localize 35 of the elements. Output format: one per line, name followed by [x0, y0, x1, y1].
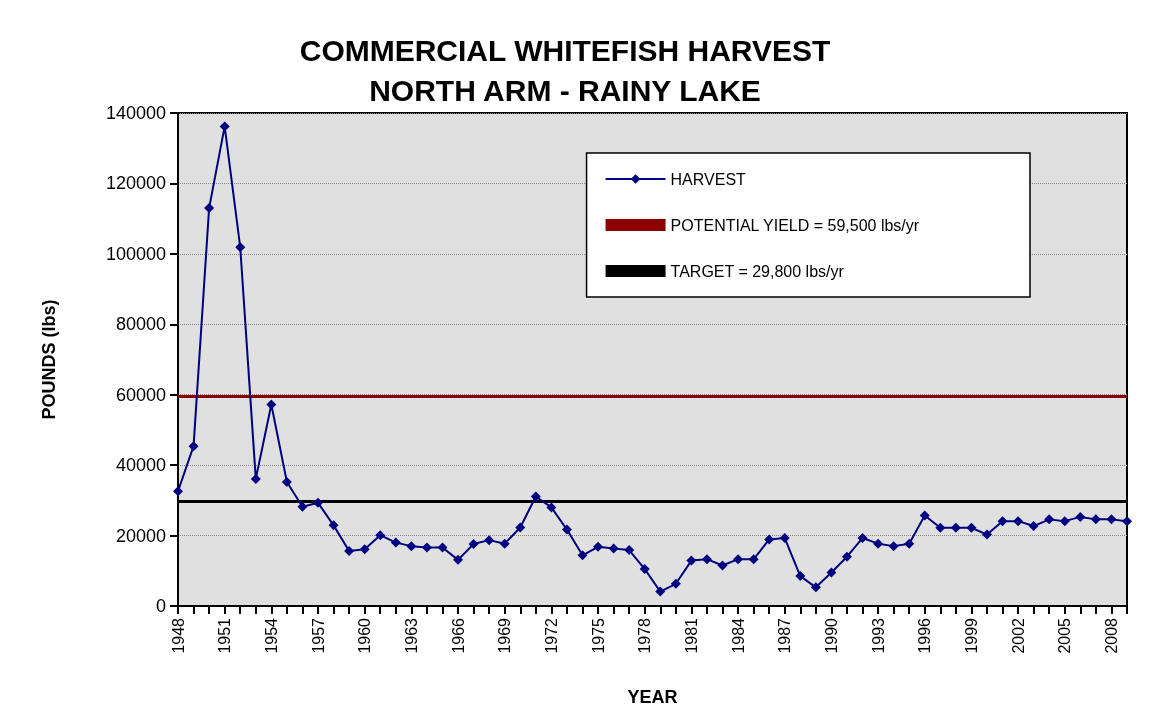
x-tick-label: 1990 — [822, 617, 840, 654]
x-tick-label: 1951 — [216, 617, 234, 654]
x-tick-label: 1978 — [636, 617, 654, 654]
x-axis-title: YEAR — [627, 687, 678, 707]
x-tick-label: 1969 — [496, 617, 514, 654]
x-tick-label: 1981 — [682, 617, 700, 654]
y-tick-label: 80000 — [115, 314, 166, 335]
x-tick-label: 1975 — [589, 617, 607, 654]
y-tick-label: 60000 — [115, 384, 166, 405]
x-tick-label: 1960 — [356, 617, 374, 654]
x-tick-label: 1957 — [309, 617, 327, 654]
x-tick-label: 1963 — [402, 617, 420, 654]
y-axis-title: POUNDS (lbs) — [39, 299, 59, 420]
legend-label: HARVEST — [670, 170, 747, 188]
x-tick-label: 1987 — [776, 617, 794, 654]
x-tick-label: 2005 — [1056, 617, 1074, 654]
x-tick-label: 1954 — [262, 617, 280, 654]
x-tick-label: 1948 — [169, 617, 187, 654]
x-tick-label: 1984 — [729, 617, 747, 654]
x-tick-label: 1996 — [916, 617, 934, 654]
legend-label: TARGET = 29,800 lbs/yr — [670, 262, 845, 280]
x-tick-label: 1999 — [962, 617, 980, 654]
legend-label: POTENTIAL YIELD = 59,500 lbs/yr — [670, 216, 920, 234]
x-tick-label: 2008 — [1102, 617, 1120, 654]
chart-title: COMMERCIAL WHITEFISH HARVEST NORTH ARM - RAINY LAKE — [299, 33, 831, 107]
x-tick-label: 1993 — [869, 617, 887, 654]
x-tick-label: 1966 — [449, 617, 467, 654]
x-tick-label: 1972 — [542, 617, 560, 654]
y-tick-label: 100000 — [105, 243, 166, 264]
y-tick-label: 120000 — [105, 173, 166, 194]
y-tick-label: 20000 — [115, 525, 166, 546]
y-tick-label: 0 — [155, 596, 166, 616]
y-tick-label: 40000 — [115, 455, 166, 476]
y-tick-label: 140000 — [105, 103, 166, 123]
x-tick-label: 2002 — [1009, 617, 1027, 654]
